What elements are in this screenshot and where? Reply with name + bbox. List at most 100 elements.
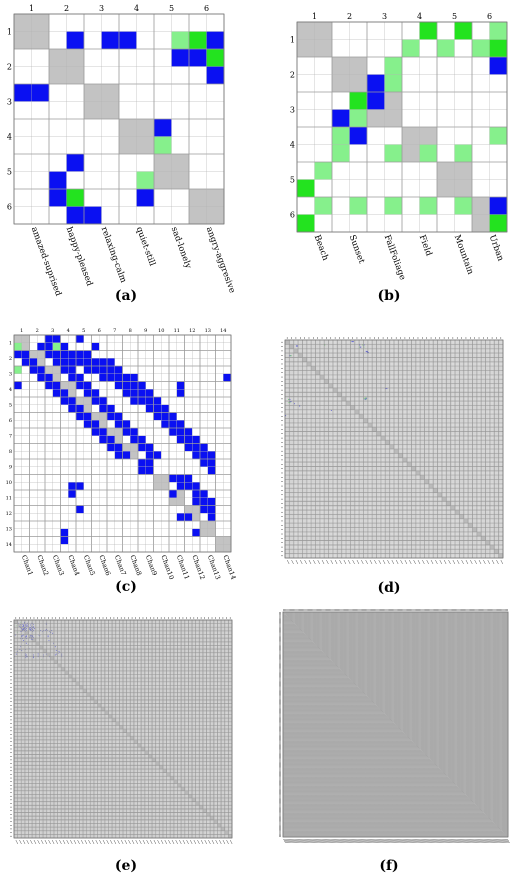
category-label: Chan7 (113, 554, 128, 577)
matrix-cell-blue (146, 444, 154, 452)
matrix-cell-blue (76, 405, 84, 413)
caption-d: (d) (377, 580, 400, 596)
matrix-cell-blue (177, 482, 185, 490)
matrix-cell-blue (14, 84, 32, 102)
matrix-cell-blue (169, 475, 177, 483)
matrix-cell-blue (68, 405, 76, 413)
matrix-cell-blue (200, 498, 208, 506)
column-number: 3 (99, 4, 104, 13)
matrix-cell-blue (192, 490, 200, 498)
matrix-cell-blue (99, 405, 107, 413)
row-number: 6 (7, 202, 12, 211)
matrix-cell-blue (107, 405, 115, 413)
matrix-cell-blue (99, 436, 107, 444)
matrix-cell-blue (84, 366, 92, 374)
matrix-cell-blue (99, 374, 107, 382)
matrix-cell-blue (208, 459, 216, 467)
row-number: 2 (9, 356, 12, 362)
matrix-cell-blue (61, 397, 69, 405)
matrix-cell-blue (146, 459, 154, 467)
matrix-cell-blue (185, 444, 193, 452)
matrix-cell-blue (67, 207, 85, 225)
matrix-cell-blue (192, 436, 200, 444)
matrix-cell-blue (138, 397, 146, 405)
row-number: 3 (7, 97, 12, 106)
matrix-cell-lightgreen (332, 145, 350, 163)
matrix-cell-lightgreen (472, 40, 490, 58)
matrix-cell-blue (32, 84, 50, 102)
column-number: 6 (98, 328, 101, 334)
column-number: 7 (113, 328, 116, 334)
grid-lines (14, 620, 232, 838)
column-number: 2 (36, 328, 39, 334)
matrix-cell-blue (138, 436, 146, 444)
matrix-cell-blue (130, 428, 138, 436)
matrix-cell-blue (115, 420, 123, 428)
category-label: quiet-still (134, 226, 157, 268)
category-label: relaxing-calm (99, 226, 129, 285)
matrix-cell-lightgreen (455, 197, 473, 215)
category-label: amazed-suprised (29, 226, 64, 298)
matrix-cell-blue (200, 444, 208, 452)
matrix-cell-blue (61, 343, 69, 351)
matrix-cell-blue (161, 413, 169, 421)
matrix-cell-blue (185, 513, 193, 521)
matrix-cell-lightgreen (402, 40, 420, 58)
matrix-cell-blue (76, 374, 84, 382)
matrix-cell-blue (68, 482, 76, 490)
matrix-cell-blue (123, 382, 131, 390)
matrix-cell-green (490, 215, 508, 233)
category-label: Beach (312, 234, 331, 263)
matrix-cell-blue (107, 444, 115, 452)
matrix-cell-blue (107, 436, 115, 444)
row-number: 4 (290, 140, 295, 149)
matrix-cell-blue (107, 366, 115, 374)
column-number: 12 (189, 328, 195, 334)
matrix-cell-blue (130, 436, 138, 444)
category-label: FallFoliage (382, 234, 408, 282)
row-number: 1 (7, 27, 12, 36)
matrix-cell-blue (107, 358, 115, 366)
matrix-cell-blue (76, 382, 84, 390)
matrix-cell-blue (138, 467, 146, 475)
matrix-cell-blue (200, 506, 208, 514)
matrix-cell-blue (177, 389, 185, 397)
matrix-cell-blue (115, 366, 123, 374)
matrix-cell-blue (146, 389, 154, 397)
column-number: 1 (29, 4, 34, 13)
caption-e: (e) (115, 858, 137, 874)
category-label: happy-pleased (64, 226, 95, 288)
column-number: 2 (64, 4, 69, 13)
matrix-cell-blue (68, 397, 76, 405)
matrix-cell-blue (84, 351, 92, 359)
matrix-cell-blue (67, 32, 85, 50)
row-number: 10 (6, 480, 12, 486)
matrix-cell-blue (177, 436, 185, 444)
matrix-cell-blue (207, 32, 225, 50)
column-number: 5 (82, 328, 85, 334)
matrix-cell-blue (177, 382, 185, 390)
matrix-cell-lightgreen (172, 32, 190, 50)
matrix-cell-blue (208, 513, 216, 521)
category-label: Chan12 (190, 554, 206, 581)
matrix-cell-green (297, 215, 315, 233)
matrix-cell-blue (61, 358, 69, 366)
matrix-cell-blue (84, 358, 92, 366)
category-label: Urban (487, 234, 506, 263)
matrix-cell-blue (99, 397, 107, 405)
matrix-cell-blue (67, 154, 85, 172)
matrix-cell-blue (84, 420, 92, 428)
matrix-cell-blue (130, 382, 138, 390)
matrix-cell-blue (169, 413, 177, 421)
matrix-cell-green (490, 40, 508, 58)
matrix-cell-green (67, 189, 85, 207)
matrix-cell-blue (76, 413, 84, 421)
matrix-cell-blue (84, 389, 92, 397)
row-number: 12 (6, 511, 12, 517)
panel-d-matrix (281, 337, 503, 564)
matrix-cell-blue (53, 382, 61, 390)
matrix-cell-lightgreen (137, 172, 155, 190)
matrix-cell-blue (177, 420, 185, 428)
caption-b: (b) (377, 288, 400, 304)
